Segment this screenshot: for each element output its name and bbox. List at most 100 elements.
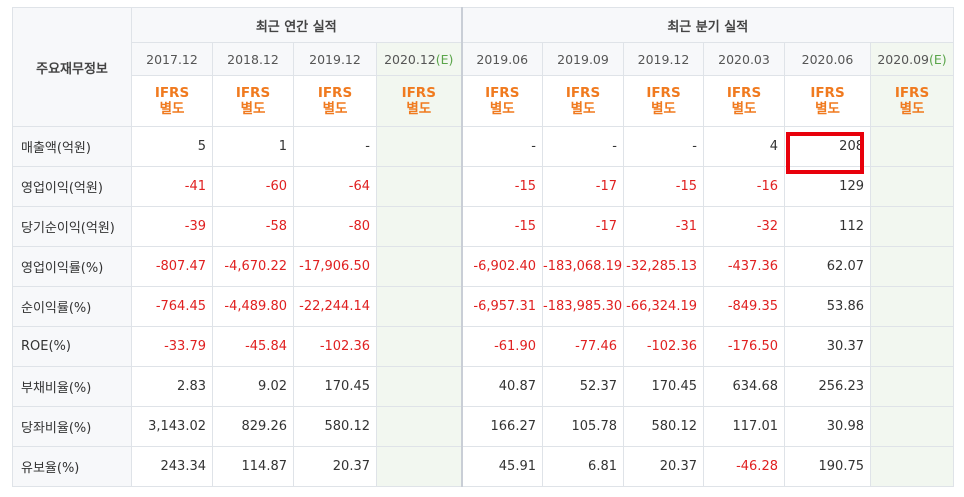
table-cell: 2.83 xyxy=(131,366,213,407)
table-cell: 5 xyxy=(131,126,213,167)
period-header: 2020.06 xyxy=(784,42,871,76)
table-cell: -22,244.14 xyxy=(293,286,377,327)
table-row: 당좌비율(%) 3,143.02 829.26 580.12 166.27 105.78 5… xyxy=(12,406,954,447)
table-cell: -45.84 xyxy=(212,326,294,367)
table-cell: -61.90 xyxy=(460,326,543,367)
table-cell xyxy=(376,366,462,407)
table-cell: 45.91 xyxy=(460,446,543,487)
table-cell: 129 xyxy=(784,166,871,207)
table-cell: 3,143.02 xyxy=(131,406,213,447)
row-label: 영업이익(억원) xyxy=(12,166,132,207)
table-cell: -33.79 xyxy=(131,326,213,367)
table-cell: 114.87 xyxy=(212,446,294,487)
table-cell: -15 xyxy=(623,166,704,207)
table-cell: -31 xyxy=(623,206,704,247)
ifrs-standard-label: IFRS 별도 xyxy=(623,75,704,127)
table-cell: 6.81 xyxy=(542,446,624,487)
table-cell: -46.28 xyxy=(703,446,785,487)
period-header: 2019.12 xyxy=(293,42,377,76)
table-cell xyxy=(870,206,954,247)
table-cell: 634.68 xyxy=(703,366,785,407)
table-cell: -60 xyxy=(212,166,294,207)
table-row: 당기순이익(억원) -39 -58 -80 -15 -17 -31 -32 112 xyxy=(12,206,954,247)
table-cell: -17 xyxy=(542,206,624,247)
table-row: 유보율(%) 243.34 114.87 20.37 45.91 6.81 20.37 -46… xyxy=(12,446,954,487)
ifrs-standard-label: IFRS 별도 xyxy=(784,75,871,127)
table-cell: 30.37 xyxy=(784,326,871,367)
table-cell: 4 xyxy=(703,126,785,167)
annual-group-header: 최근 연간 실적 xyxy=(131,7,462,43)
table-cell xyxy=(870,406,954,447)
table-cell: 20.37 xyxy=(623,446,704,487)
table-cell: -4,670.22 xyxy=(212,246,294,287)
table-cell xyxy=(870,166,954,207)
row-label: 순이익률(%) xyxy=(12,286,132,327)
table-cell: -58 xyxy=(212,206,294,247)
table-row: 영업이익률(%) -807.47 -4,670.22 -17,906.50 -6,902… xyxy=(12,246,954,287)
row-label: 영업이익률(%) xyxy=(12,246,132,287)
period-header: 2020.03 xyxy=(703,42,785,76)
period-header: 2018.12 xyxy=(212,42,294,76)
table-cell: - xyxy=(293,126,377,167)
period-header: 2019.12 xyxy=(623,42,704,76)
ifrs-standard-label: IFRS 별도 xyxy=(376,75,462,127)
row-label: 당기순이익(억원) xyxy=(12,206,132,247)
table-cell xyxy=(870,246,954,287)
table-cell xyxy=(870,326,954,367)
table-cell: 112 xyxy=(784,206,871,247)
period-header-estimate: 2020.09(E) xyxy=(870,42,954,76)
table-cell: -32,285.13 xyxy=(623,246,704,287)
table-cell xyxy=(376,326,462,367)
table-cell: -437.36 xyxy=(703,246,785,287)
ifrs-standard-label: IFRS 별도 xyxy=(460,75,543,127)
period-header: 2017.12 xyxy=(131,42,213,76)
quarter-group-header: 최근 분기 실적 xyxy=(460,7,954,43)
table-row: 순이익률(%) -764.45 -4,489.80 -22,244.14 -6,957.… xyxy=(12,286,954,327)
table-row: ROE(%) -33.79 -45.84 -102.36 -61.90 -77.46 -10… xyxy=(12,326,954,367)
table-cell: - xyxy=(460,126,543,167)
table-cell: 30.98 xyxy=(784,406,871,447)
ifrs-standard-label: IFRS 별도 xyxy=(870,75,954,127)
table-cell: 190.75 xyxy=(784,446,871,487)
table-cell: -6,957.31 xyxy=(460,286,543,327)
table-cell: -102.36 xyxy=(293,326,377,367)
table-cell: -32 xyxy=(703,206,785,247)
table-cell: 1 xyxy=(212,126,294,167)
table-cell: -183,068.19 xyxy=(542,246,624,287)
row-label: ROE(%) xyxy=(12,326,132,367)
table-cell: 243.34 xyxy=(131,446,213,487)
table-cell: -17 xyxy=(542,166,624,207)
table-cell: -77.46 xyxy=(542,326,624,367)
table-cell: -39 xyxy=(131,206,213,247)
table-cell: -15 xyxy=(460,166,543,207)
table-cell: -4,489.80 xyxy=(212,286,294,327)
table-cell xyxy=(870,446,954,487)
table-cell xyxy=(870,286,954,327)
table-row: 부채비율(%) 2.83 9.02 170.45 40.87 52.37 170.45 634… xyxy=(12,366,954,407)
table-cell: - xyxy=(542,126,624,167)
period-header: 2019.09 xyxy=(542,42,624,76)
table-cell xyxy=(376,206,462,247)
table-cell: -80 xyxy=(293,206,377,247)
corner-header: 주요재무정보 xyxy=(12,7,132,127)
table-cell: -183,985.30 xyxy=(542,286,624,327)
table-row: 매출액(억원) 5 1- - - -4 208 xyxy=(12,126,954,167)
table-cell: 208 xyxy=(784,126,871,167)
financial-summary-table: 주요재무정보 최근 연간 실적 최근 분기 실적 2017.12 2018.12… xyxy=(12,7,954,487)
table-cell: -66,324.19 xyxy=(623,286,704,327)
table-cell: 62.07 xyxy=(784,246,871,287)
table-row: 영업이익(억원) -41 -60 -64 -15 -17 -15 -16 129 xyxy=(12,166,954,207)
table-cell: -6,902.40 xyxy=(460,246,543,287)
table-cell: 580.12 xyxy=(623,406,704,447)
table-cell: 166.27 xyxy=(460,406,543,447)
ifrs-standard-label: IFRS 별도 xyxy=(542,75,624,127)
table-cell: 117.01 xyxy=(703,406,785,447)
table-cell: -41 xyxy=(131,166,213,207)
table-cell: 256.23 xyxy=(784,366,871,407)
table-cell: 52.37 xyxy=(542,366,624,407)
table-cell: 829.26 xyxy=(212,406,294,447)
table-cell xyxy=(376,166,462,207)
table-cell: 170.45 xyxy=(623,366,704,407)
table-cell: 40.87 xyxy=(460,366,543,407)
row-label: 매출액(억원) xyxy=(12,126,132,167)
